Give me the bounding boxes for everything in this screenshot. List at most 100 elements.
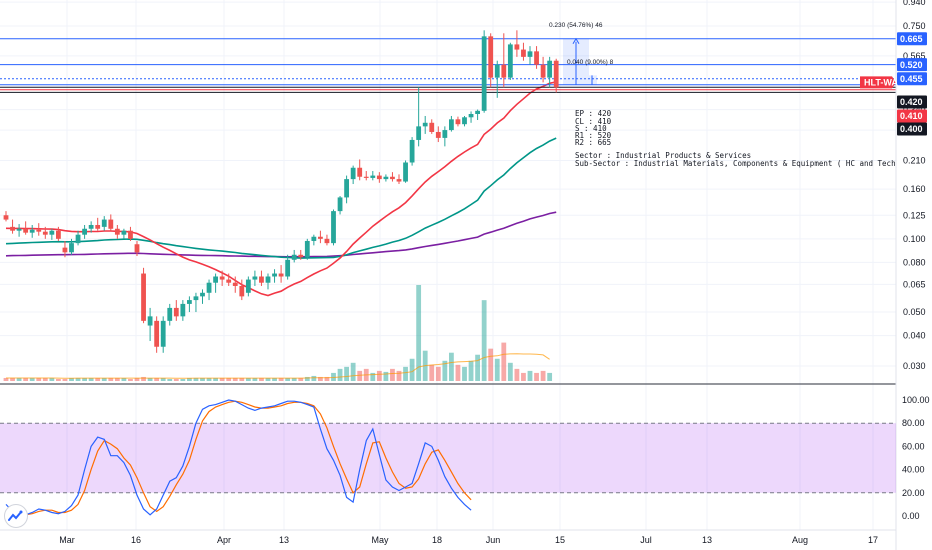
volume-bar <box>285 377 291 381</box>
time-tick-label: Jul <box>640 535 652 545</box>
candle-body <box>82 228 87 235</box>
ma-slow-line <box>5 211 557 258</box>
time-tick-label: Jun <box>486 535 501 545</box>
candle-body <box>187 300 192 304</box>
price-axis[interactable]: 0.9400.7500.5650.3400.2800.2100.1600.125… <box>897 0 932 384</box>
stochastic-tick-label: 0.00 <box>902 511 920 521</box>
measure-tool[interactable]: 0.230 (54.76%) 46 0.040 (9.00%) 8 <box>549 22 614 85</box>
annotation-line: EP : 420 <box>575 109 612 118</box>
candle-body <box>357 167 363 177</box>
time-tick-label: Aug <box>792 535 808 545</box>
candle-body <box>193 296 199 301</box>
volume-bar <box>331 372 336 381</box>
volume-bar <box>69 377 74 381</box>
volume-bar <box>501 342 507 381</box>
volume-bar <box>429 364 435 381</box>
price-tick-label: 0.065 <box>903 279 926 289</box>
volume-bar <box>521 372 526 381</box>
volume-bar <box>173 378 179 381</box>
time-tick-label: 18 <box>432 535 442 545</box>
candle-body <box>16 228 22 231</box>
candle-body <box>553 60 559 88</box>
volume-bar <box>324 376 330 381</box>
volume-bar <box>304 376 310 381</box>
volume-bar <box>527 370 533 381</box>
candle-body <box>252 276 258 280</box>
volume-bar <box>475 354 480 381</box>
candle-body <box>324 238 330 244</box>
price-badge-label: 0.400 <box>900 124 923 134</box>
volume-bar <box>108 377 114 381</box>
volume-bar <box>376 370 382 381</box>
candle-body <box>206 282 212 293</box>
tradingview-logo[interactable] <box>4 504 28 528</box>
price-badge-label: 0.665 <box>900 34 923 44</box>
candle-body <box>390 176 395 180</box>
candle-body <box>403 162 408 182</box>
measure-label: 0.040 (9.00%) 8 <box>567 59 614 66</box>
candle-body <box>108 219 114 229</box>
volume-bar <box>534 372 539 381</box>
candle-body <box>232 282 238 286</box>
volume-bar <box>455 364 461 381</box>
candle-body <box>278 273 284 277</box>
volume-bar <box>128 378 133 381</box>
stochastic-tick-label: 80.00 <box>902 418 925 428</box>
candle-body <box>265 276 271 283</box>
volume-bar <box>278 377 284 381</box>
volume-bar <box>121 377 127 381</box>
candle-body <box>318 236 323 239</box>
volume-bar <box>540 370 546 381</box>
candle-body <box>344 179 349 198</box>
candle-body <box>75 234 81 244</box>
candle-body <box>36 229 42 232</box>
price-badge <box>897 109 927 123</box>
trade-annotation[interactable]: EP : 420 CL : 410 S : 410 R1 : 520 R2 : … <box>575 109 900 168</box>
candle-body <box>42 231 48 235</box>
candle-body <box>114 228 120 235</box>
measure-arrow-head <box>572 37 580 44</box>
volume-bar <box>272 377 277 381</box>
volume-bar <box>88 377 94 381</box>
candle-body <box>101 219 107 227</box>
time-axis[interactable]: Mar 16 Apr 13 May 18 Jun 15 Jul 13 Aug 17 <box>59 535 878 545</box>
candle-body <box>29 229 35 233</box>
price-grid <box>0 0 896 530</box>
volume-bar <box>488 348 494 381</box>
candle-body <box>245 279 251 293</box>
candle-body <box>416 126 422 140</box>
volume-bar <box>370 372 376 381</box>
stochastic-tick-label: 20.00 <box>902 488 925 498</box>
stochastic-axis[interactable]: 100.00 80.00 60.00 40.00 20.00 0.00 <box>902 395 930 521</box>
volume-bar <box>435 366 441 381</box>
candle-body <box>88 224 94 229</box>
stochastic-k-line <box>5 399 472 516</box>
candle-body <box>468 114 474 118</box>
volume-bar <box>259 377 264 381</box>
price-badge <box>897 58 927 72</box>
volume-bar <box>383 371 389 381</box>
volume-bar <box>245 377 251 381</box>
volume-bar <box>507 362 513 381</box>
volume-bar <box>95 377 101 381</box>
candle-body <box>409 139 415 163</box>
stochastic-pane[interactable] <box>0 399 896 516</box>
price-tick-label: 0.050 <box>903 307 926 317</box>
candle-body <box>95 224 101 229</box>
price-tick-label: 0.940 <box>903 0 926 7</box>
volume-bar <box>213 377 218 381</box>
candle-body <box>449 119 454 131</box>
volume-bar <box>494 358 500 381</box>
time-tick-label: Mar <box>59 535 75 545</box>
volume-bar <box>75 377 81 381</box>
price-tick-label: 0.040 <box>903 331 926 341</box>
price-lines[interactable] <box>0 38 896 93</box>
volume-bars <box>3 285 553 381</box>
candle-body <box>298 254 304 258</box>
candle-body <box>173 307 179 317</box>
volume-bar <box>160 377 166 381</box>
volume-bar <box>114 377 120 381</box>
time-tick-label: 13 <box>702 535 712 545</box>
annotation-line: R2 : 665 <box>575 138 611 147</box>
